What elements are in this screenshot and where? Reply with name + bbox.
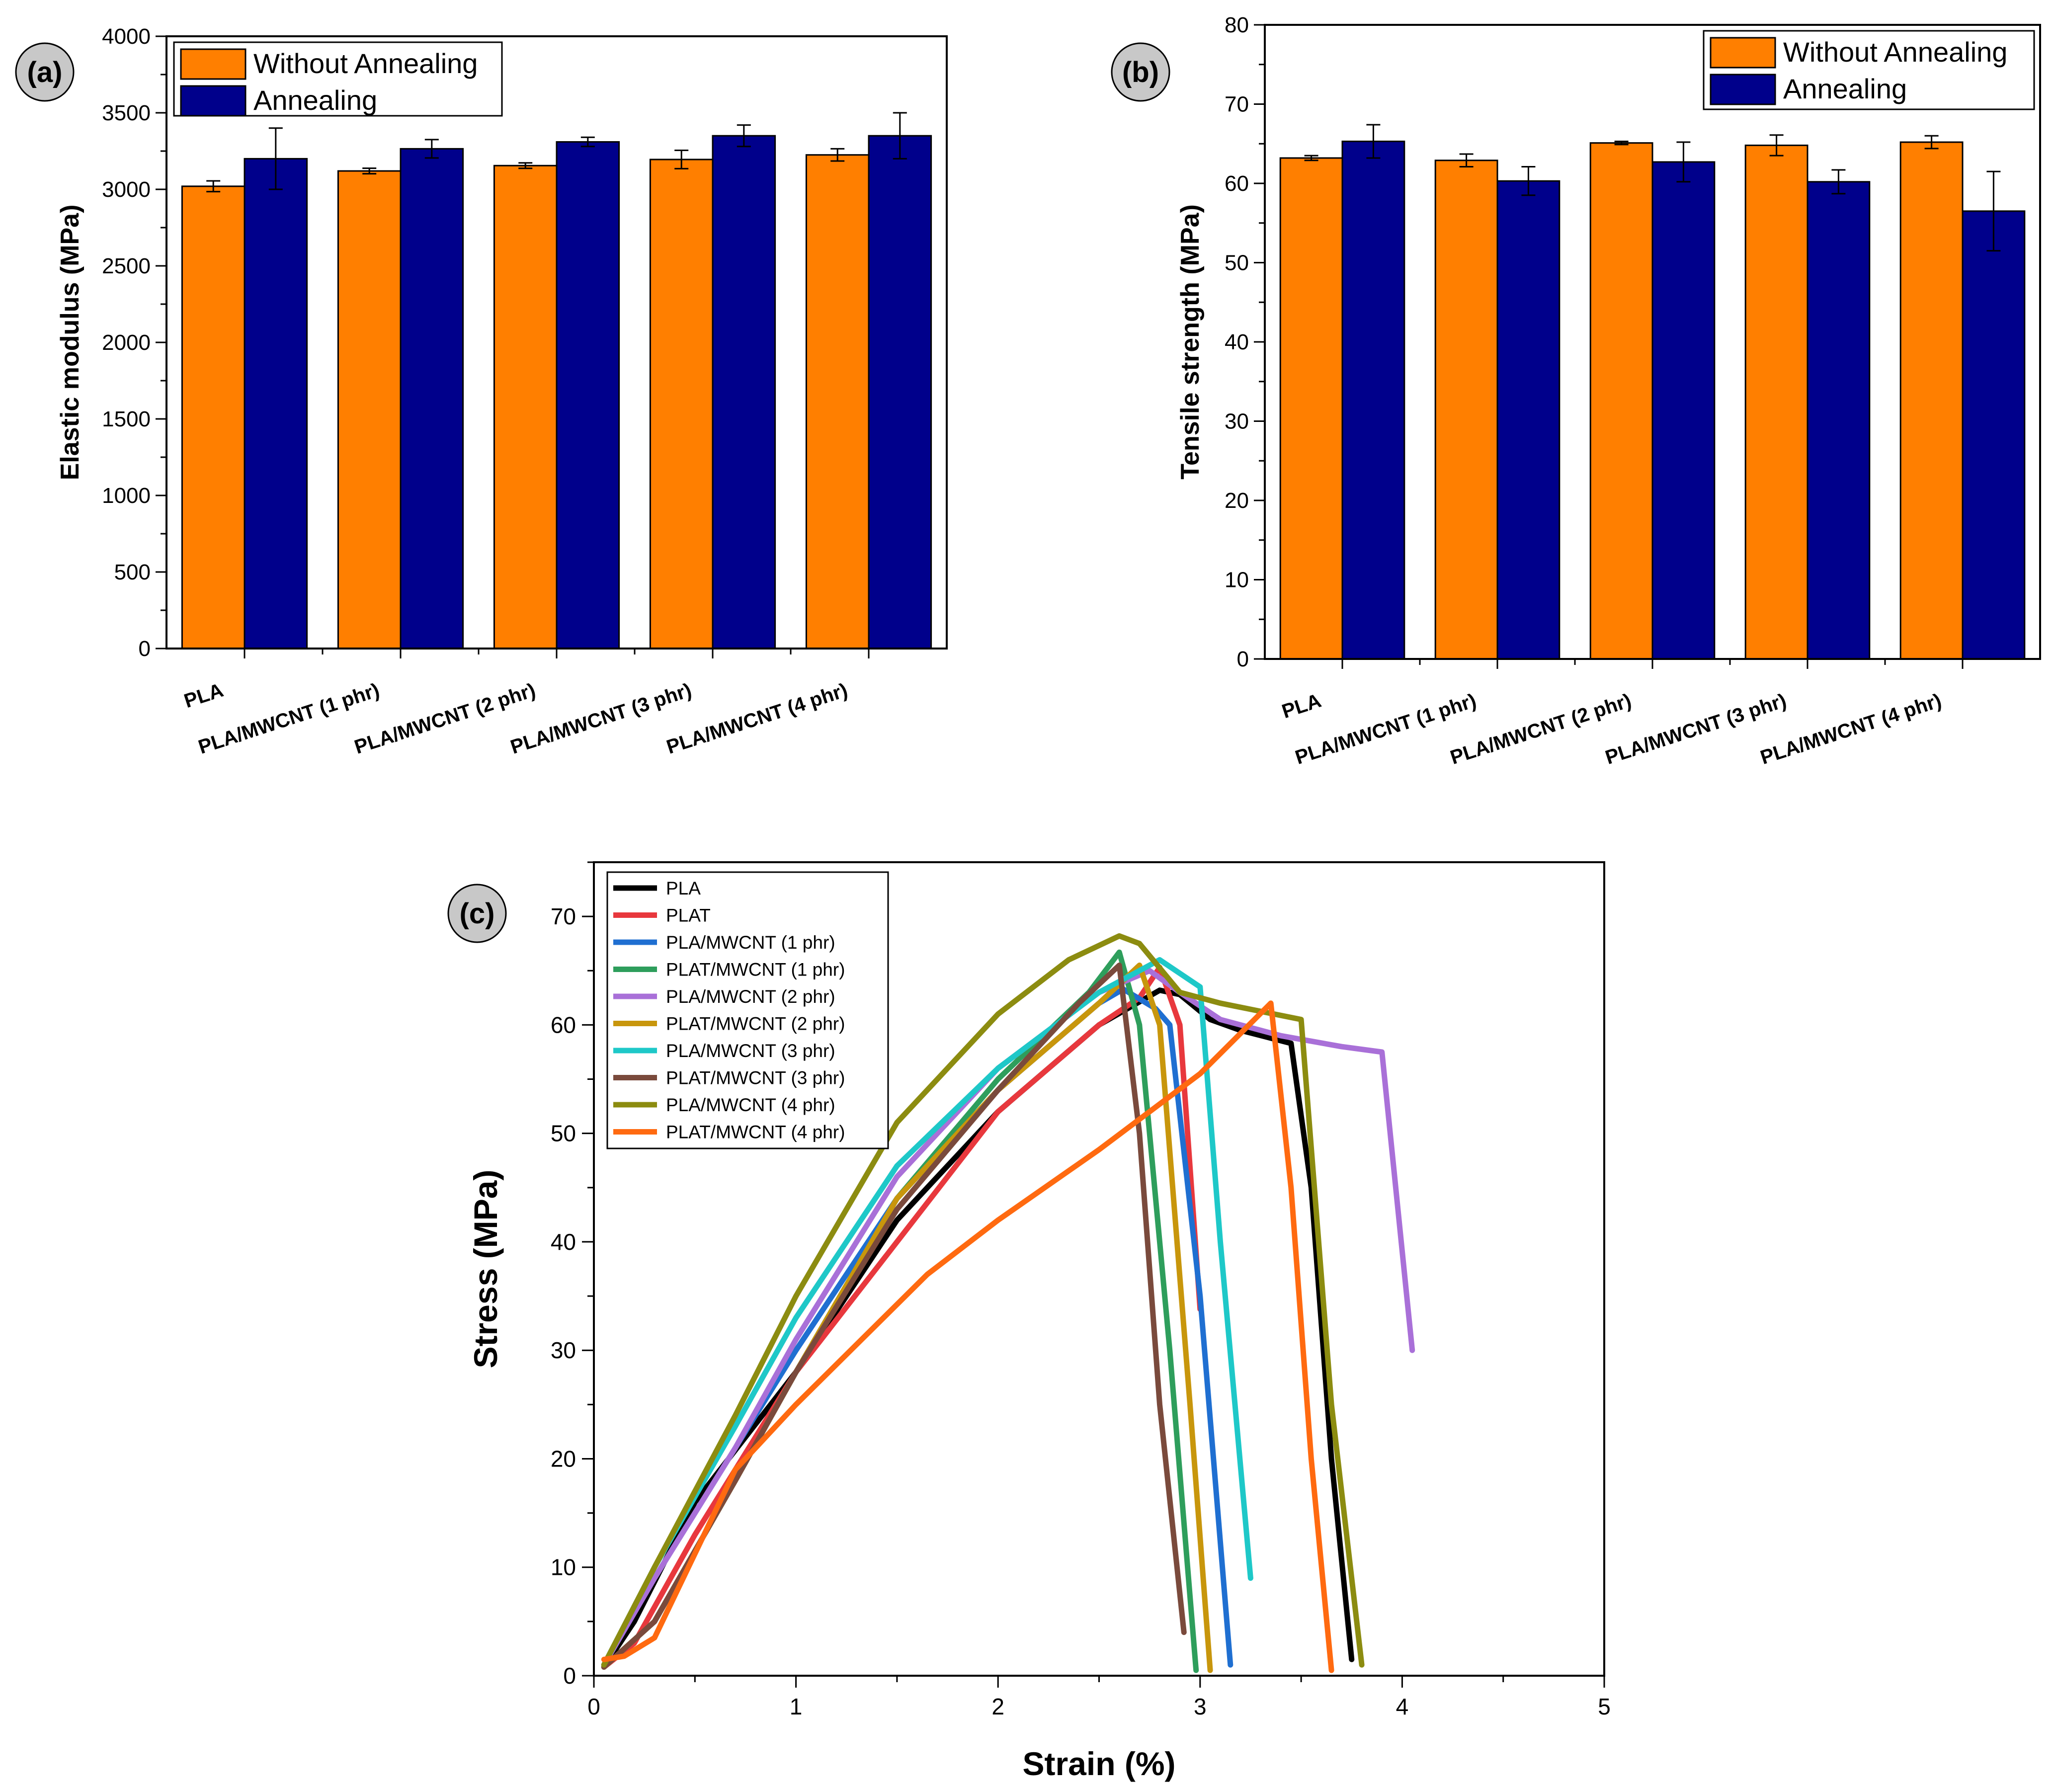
bar-annealing-2 <box>1651 161 1716 660</box>
y-tick-label: 20 <box>1225 489 1249 513</box>
y-tick-label: 0 <box>1237 647 1249 671</box>
bar-annealing-3 <box>712 135 776 650</box>
legend-label-7: PLAT/MWCNT (3 phr) <box>666 1068 845 1088</box>
y-tick-label: 50 <box>1225 251 1249 275</box>
y-tick-label: 80 <box>1225 13 1249 37</box>
legend-label-1: PLAT <box>666 905 711 926</box>
y-tick-label: 0 <box>139 637 151 661</box>
y-tick-label: 40 <box>1225 330 1249 354</box>
legend-label-2: PLA/MWCNT (1 phr) <box>666 932 835 953</box>
y-tick-label: 3000 <box>102 177 151 202</box>
y-axis-title: Stress (MPa) <box>467 1170 504 1369</box>
category-label: PLA <box>181 679 226 713</box>
x-tick-label: 1 <box>790 1694 803 1719</box>
x-tick-label: 5 <box>1598 1694 1611 1719</box>
y-tick-label: 500 <box>114 560 151 584</box>
category-label: PLA/MWCNT (2 phr) <box>352 679 538 758</box>
bar-annealing-2 <box>556 141 620 650</box>
y-tick-label: 60 <box>1225 171 1249 196</box>
legend-label-1: Annealing <box>253 84 377 116</box>
bar-annealing-4 <box>868 135 932 650</box>
legend-label-0: Without Annealing <box>1783 36 2007 68</box>
bar-without-annealing-4 <box>1899 141 1964 660</box>
panel-badge <box>15 42 75 102</box>
y-tick-label: 2000 <box>102 330 151 355</box>
bar-without-annealing-0 <box>1279 157 1343 660</box>
x-tick-label: 0 <box>587 1694 600 1719</box>
bar-without-annealing-3 <box>649 159 714 650</box>
y-tick-label: 70 <box>551 903 576 929</box>
series-line-1 <box>601 965 1203 1670</box>
legend-swatch-1 <box>180 85 247 117</box>
y-tick-label: 20 <box>551 1446 576 1471</box>
legend-swatch-0 <box>180 48 247 80</box>
y-tick-label: 10 <box>1225 568 1249 592</box>
y-axis-title: Tensile strength (MPa) <box>1176 204 1205 480</box>
y-tick-label: 1000 <box>102 484 151 508</box>
y-tick-label: 30 <box>1225 409 1249 434</box>
legend-label-6: PLA/MWCNT (3 phr) <box>666 1041 835 1061</box>
series-line-6 <box>601 957 1253 1668</box>
y-tick-label: 2500 <box>102 254 151 278</box>
y-tick-label: 4000 <box>102 24 151 49</box>
y-tick-label: 60 <box>551 1012 576 1038</box>
y-tick-label: 30 <box>551 1337 576 1363</box>
series-line-9 <box>601 1000 1334 1673</box>
y-tick-label: 3500 <box>102 101 151 125</box>
bar-without-annealing-1 <box>337 170 402 650</box>
x-tick-label: 4 <box>1396 1694 1409 1719</box>
legend-label-5: PLAT/MWCNT (2 phr) <box>666 1014 845 1034</box>
y-tick-label: 1500 <box>102 407 151 431</box>
panel-label: (c) <box>460 897 495 930</box>
legend-label-1: Annealing <box>1783 73 1907 104</box>
panel-label: (a) <box>27 56 63 88</box>
x-tick-label: 2 <box>991 1694 1004 1719</box>
bar-without-annealing-3 <box>1744 144 1808 660</box>
bar-annealing-3 <box>1807 181 1871 660</box>
bar-annealing-0 <box>1341 140 1405 660</box>
panel-label: (b) <box>1122 56 1159 88</box>
y-tick-label: 70 <box>1225 92 1249 117</box>
legend-label-4: PLA/MWCNT (2 phr) <box>666 986 835 1007</box>
bar-annealing-4 <box>1962 210 2026 660</box>
y-tick-label: 50 <box>551 1121 576 1146</box>
legend-label-9: PLAT/MWCNT (4 phr) <box>666 1122 845 1142</box>
y-tick-label: 40 <box>551 1229 576 1255</box>
legend-label-8: PLA/MWCNT (4 phr) <box>666 1095 835 1115</box>
bar-without-annealing-0 <box>181 185 246 650</box>
y-tick-label: 10 <box>551 1554 576 1580</box>
legend-label-0: PLA <box>666 878 701 898</box>
y-axis-title: Elastic modulus (MPa) <box>56 205 84 481</box>
panel-badge <box>1111 42 1170 102</box>
category-label: PLA/MWCNT (1 phr) <box>196 679 382 758</box>
bar-without-annealing-1 <box>1434 160 1498 660</box>
bar-without-annealing-4 <box>805 154 870 650</box>
bar-annealing-1 <box>400 148 464 650</box>
category-label: PLA/MWCNT (4 phr) <box>664 679 850 758</box>
category-label: PLA/MWCNT (3 phr) <box>508 679 694 758</box>
bar-annealing-0 <box>244 158 308 650</box>
x-axis-title: Strain (%) <box>1022 1745 1175 1782</box>
legend-swatch-1 <box>1710 74 1776 105</box>
legend-label-3: PLAT/MWCNT (1 phr) <box>666 960 845 980</box>
y-tick-label: 0 <box>563 1663 576 1689</box>
series-line-8 <box>601 933 1365 1668</box>
chart-elastic-modulus: 05001000150020002500300035004000PLAPLA/M… <box>15 24 948 758</box>
bar-without-annealing-2 <box>1589 142 1653 660</box>
x-tick-label: 3 <box>1194 1694 1207 1719</box>
legend-swatch-0 <box>1710 37 1776 69</box>
bar-annealing-1 <box>1496 180 1561 660</box>
legend-label-0: Without Annealing <box>253 48 478 79</box>
bar-without-annealing-2 <box>493 164 558 650</box>
panel-badge <box>447 884 507 943</box>
category-label: PLA <box>1279 690 1324 723</box>
